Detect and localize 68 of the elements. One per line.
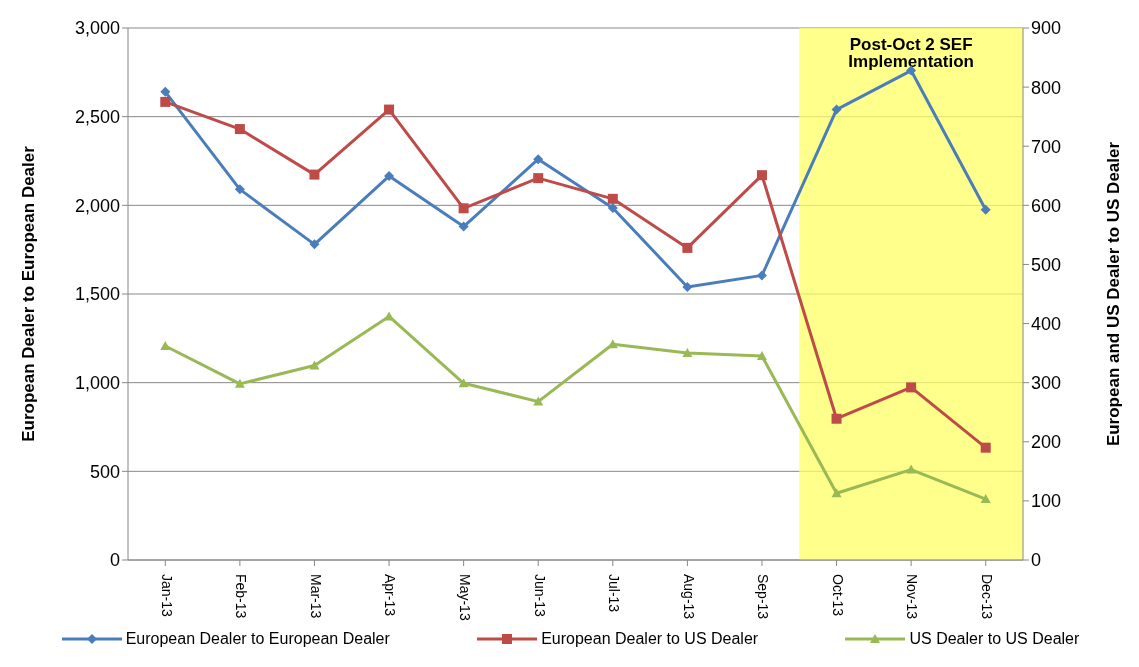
point (980, 204, 991, 215)
legend-label: European Dealer to European Dealer (124, 630, 390, 648)
y-tick-label: 1,500 (74, 284, 120, 305)
point (309, 169, 320, 180)
y2-tick-label: 0 (1031, 550, 1042, 571)
point (756, 351, 767, 361)
y-tick-label: 3,000 (74, 18, 120, 39)
y-tick-label: 2,000 (74, 195, 120, 216)
y-tick-label: 1,000 (74, 373, 120, 394)
point (682, 348, 693, 358)
point (309, 360, 320, 370)
point (980, 494, 991, 504)
y2-tick-label: 400 (1031, 313, 1062, 334)
point (906, 464, 917, 474)
point (533, 173, 544, 184)
x-tick-label: Aug-13 (680, 574, 697, 620)
point (533, 154, 544, 165)
band-label: Post-Oct 2 SEF Implementation (848, 35, 974, 72)
y2-tick-label: 600 (1031, 195, 1062, 216)
point (831, 413, 842, 424)
point (756, 170, 767, 181)
point (682, 242, 693, 253)
x-tick-label: Jul-13 (606, 574, 623, 613)
point (682, 281, 693, 292)
point (607, 193, 618, 204)
point (831, 104, 842, 115)
point (607, 202, 618, 213)
point (384, 171, 395, 182)
point (384, 104, 395, 115)
point (831, 488, 842, 498)
y2-tick-label: 800 (1031, 77, 1062, 98)
y-tick-label: 0 (109, 550, 120, 571)
y2-tick-label: 100 (1031, 491, 1062, 512)
x-tick-label: Oct-13 (829, 574, 846, 617)
x-tick-label: Nov-13 (904, 574, 921, 620)
point (533, 396, 544, 406)
point (458, 378, 469, 388)
point (160, 96, 171, 107)
point (458, 203, 469, 214)
x-tick-label: Feb-13 (233, 574, 250, 619)
x-tick-label: Jun-13 (531, 574, 548, 618)
y2-tick-label: 200 (1031, 432, 1062, 453)
y-tick-label: 500 (89, 461, 120, 482)
y2-tick-label: 700 (1031, 136, 1062, 157)
y2-tick-label: 900 (1031, 18, 1062, 39)
point (980, 442, 991, 453)
point (160, 86, 171, 97)
x-tick-label: Mar-13 (307, 574, 324, 619)
y2-tick-label: 300 (1031, 373, 1062, 394)
y-axis-title: European Dealer to European Dealer (19, 145, 39, 442)
point (234, 124, 245, 135)
legend-label: European Dealer to US Dealer (540, 630, 759, 648)
x-tick-label: May-13 (456, 574, 473, 621)
x-tick-label: Dec-13 (979, 574, 996, 620)
x-tick-label: Sep-13 (755, 574, 772, 620)
x-tick-label: Apr-13 (382, 574, 399, 617)
y-tick-label: 2,500 (74, 107, 120, 128)
point (309, 239, 320, 250)
y2-tick-label: 500 (1031, 254, 1062, 275)
x-tick-label: Jan-13 (158, 574, 175, 618)
legend-label: US Dealer to US Dealer (908, 630, 1080, 648)
point (234, 184, 245, 195)
point (160, 341, 171, 351)
point (906, 382, 917, 393)
point (234, 378, 245, 388)
y2-axis-title: European and US Dealer to US Dealer (1104, 141, 1124, 447)
point (756, 270, 767, 281)
point (458, 221, 469, 232)
